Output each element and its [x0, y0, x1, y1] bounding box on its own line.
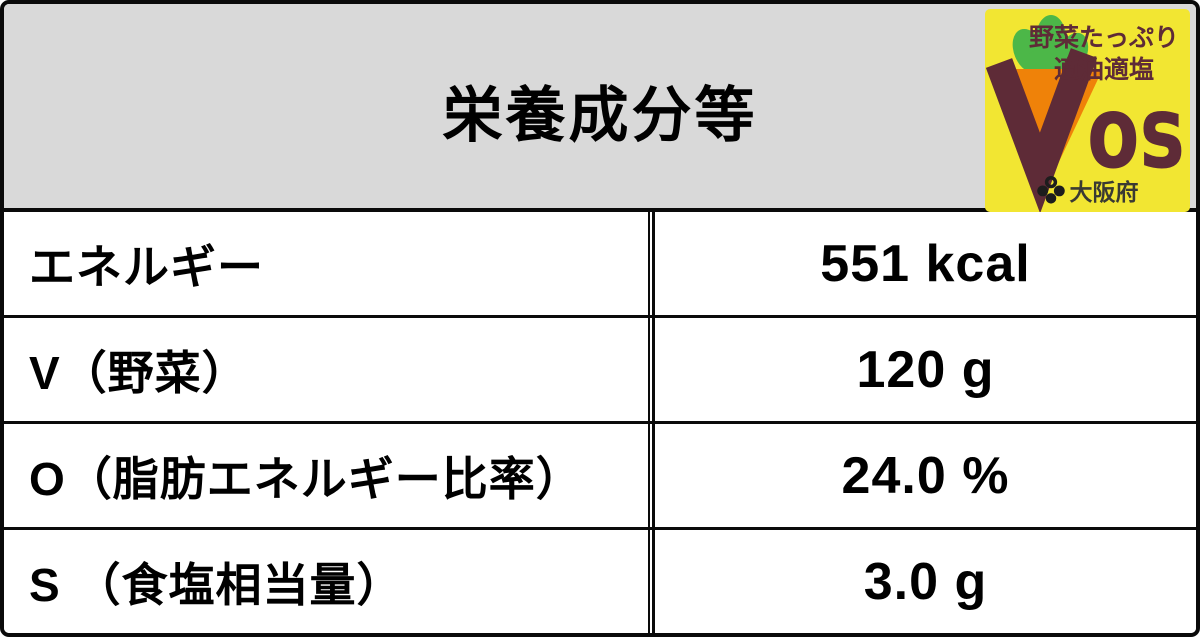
osaka-prefecture-emblem-icon — [1036, 176, 1065, 204]
vos-tagline-line2: 適油適塩 — [1053, 56, 1154, 84]
vos-v-letter — [985, 48, 1098, 212]
table-row: エネルギー 551 kcal — [4, 212, 1196, 315]
row-value-energy: 551 kcal — [652, 212, 1196, 315]
row-label-oil-ratio: O（脂肪エネルギー比率） — [4, 424, 650, 527]
vos-os-letters: os — [1087, 74, 1185, 191]
row-label-salt: S （食塩相当量） — [4, 530, 650, 633]
row-value-oil-ratio: 24.0 % — [652, 424, 1196, 527]
row-value-vegetables: 120 g — [652, 318, 1196, 421]
vos-tagline-line1: 野菜たっぷり — [1028, 24, 1179, 52]
row-label-energy: エネルギー — [4, 212, 650, 315]
table-row: O（脂肪エネルギー比率） 24.0 % — [4, 421, 1196, 527]
row-label-vegetables: V（野菜） — [4, 318, 650, 421]
vos-carrot-graphic: os — [985, 15, 1185, 212]
vos-tagline: 野菜たっぷり 適油適塩 — [1021, 22, 1187, 86]
row-value-salt: 3.0 g — [652, 530, 1196, 633]
table-title: 栄養成分等 — [442, 81, 758, 149]
vos-logo-badge: os 野菜たっぷり 適油適塩 大阪府 — [985, 9, 1190, 212]
osaka-prefecture-credit: 大阪府 — [985, 173, 1190, 207]
prefecture-name: 大阪府 — [1069, 179, 1139, 205]
table-row: V（野菜） 120 g — [4, 315, 1196, 421]
table-row: S （食塩相当量） 3.0 g — [4, 527, 1196, 633]
